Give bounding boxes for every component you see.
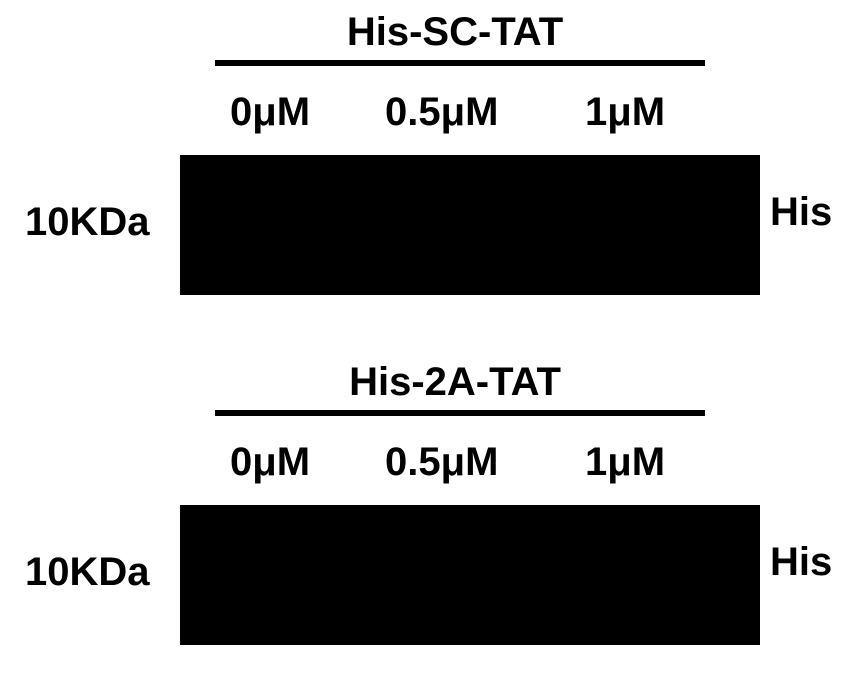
conc-label-top-2: 1μM <box>585 90 665 135</box>
mw-label-bottom: 10KDa <box>25 550 150 595</box>
title-underline-top <box>215 60 705 66</box>
mw-label-top: 10KDa <box>25 200 150 245</box>
antibody-label-bottom: His <box>770 540 832 585</box>
title-underline-bottom <box>215 410 705 416</box>
antibody-label-top: His <box>770 190 832 235</box>
panel-title-top: His-SC-TAT <box>330 10 580 55</box>
blot-band-top <box>180 155 760 295</box>
conc-label-bottom-1: 0.5μM <box>385 440 498 485</box>
conc-label-bottom-0: 0μM <box>230 440 310 485</box>
conc-label-bottom-2: 1μM <box>585 440 665 485</box>
conc-label-top-1: 0.5μM <box>385 90 498 135</box>
conc-label-top-0: 0μM <box>230 90 310 135</box>
panel-title-bottom: His-2A-TAT <box>330 360 580 405</box>
blot-band-bottom <box>180 505 760 645</box>
